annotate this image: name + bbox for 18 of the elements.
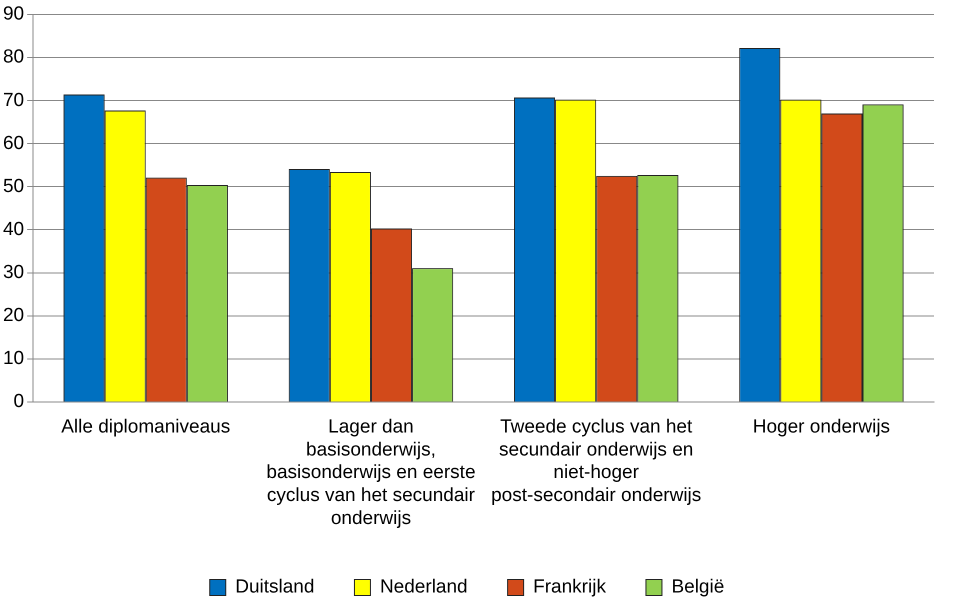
y-tick-label: 80	[2, 46, 24, 68]
y-tick-label: 90	[2, 4, 24, 25]
y-tick-label: 60	[2, 132, 24, 154]
x-tick-label: Alle diplomaniveaus	[61, 416, 230, 438]
y-tick-label: 30	[2, 262, 24, 284]
legend-label: Nederland	[380, 576, 468, 598]
y-tick-label: 70	[2, 90, 24, 111]
x-tick-label: Hoger onderwijs	[752, 416, 890, 438]
x-tick-label: Lager dan basisonderwijs, basisonderwijs en eerste cyclus van het secundair onderwijs	[266, 416, 476, 529]
y-tick-label: 10	[2, 348, 24, 370]
legend-label: Frankrijk	[533, 576, 606, 598]
y-tick-label: 20	[2, 305, 24, 326]
y-tick-label: 40	[2, 218, 24, 240]
x-tick-label: Tweede cyclus van het secundair onderwijs en niet-hoger post-secondair onderwijs	[491, 416, 702, 506]
legend-label: Duitsland	[235, 576, 314, 598]
y-tick-label: 50	[2, 176, 24, 197]
legend-label: België	[671, 576, 724, 598]
y-tick-label: 0	[14, 391, 24, 412]
